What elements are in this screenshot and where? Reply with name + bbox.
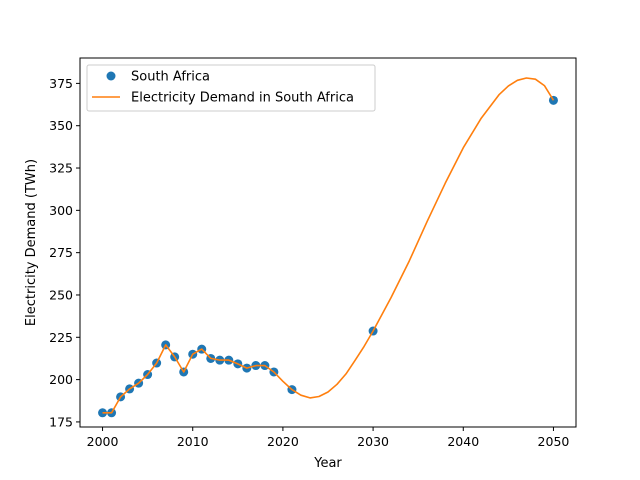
legend: South Africa Electricity Demand in South… bbox=[86, 64, 376, 112]
legend-marker-scatter bbox=[106, 71, 116, 81]
x-tick-label: 2000 bbox=[87, 434, 119, 449]
x-axis-label: Year bbox=[313, 456, 342, 471]
y-tick-label: 375 bbox=[49, 76, 73, 91]
y-tick-label: 175 bbox=[49, 414, 73, 429]
y-tick-label: 275 bbox=[49, 245, 73, 260]
x-tick-label: 2050 bbox=[538, 434, 570, 449]
x-tick-label: 2030 bbox=[357, 434, 389, 449]
y-axis: 175 200 225 250 275 300 325 350 375 bbox=[49, 76, 80, 429]
x-tick-label: 2040 bbox=[447, 434, 479, 449]
y-tick-label: 325 bbox=[49, 161, 73, 176]
y-axis-label: Electricity Demand (TWh) bbox=[24, 159, 39, 326]
y-tick-label: 200 bbox=[49, 372, 73, 387]
y-tick-label: 225 bbox=[49, 330, 73, 345]
legend-label-line: Electricity Demand in South Africa bbox=[131, 91, 354, 106]
x-tick-label: 2020 bbox=[267, 434, 299, 449]
plot-area bbox=[98, 77, 558, 418]
axes-frame bbox=[79, 57, 577, 428]
trend-line bbox=[102, 77, 555, 414]
x-axis: 2000 2010 2020 2030 2040 2050 bbox=[87, 427, 570, 449]
y-tick-label: 250 bbox=[49, 287, 73, 302]
y-tick-label: 350 bbox=[49, 118, 73, 133]
x-tick-label: 2010 bbox=[177, 434, 209, 449]
legend-label-scatter: South Africa bbox=[131, 70, 210, 85]
y-tick-label: 300 bbox=[49, 203, 73, 218]
legend-box bbox=[86, 64, 376, 112]
